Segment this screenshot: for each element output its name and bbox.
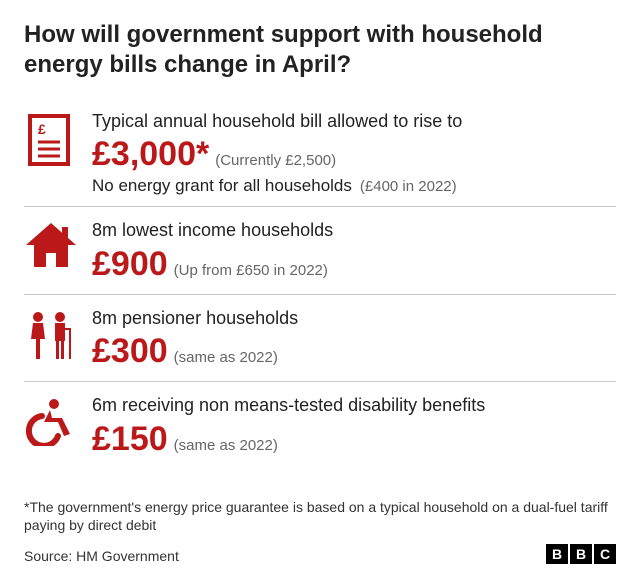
row-house: 8m lowest income households £900 (Up fro… [24,207,616,294]
row-amount: £3,000* [92,135,209,174]
row-paren: (same as 2022) [174,437,278,454]
wheelchair-icon [24,394,92,446]
footnote: *The government's energy price guarantee… [24,498,616,534]
row-desc: 8m lowest income households [92,219,616,242]
row-sub-paren: (£400 in 2022) [360,178,457,195]
svg-text:£: £ [38,121,46,137]
row-bill: £ Typical annual household bill allowed … [24,98,616,207]
bbc-logo-letter: C [594,544,616,564]
source-label: Source: HM Government [24,548,179,564]
bill-icon: £ [24,110,92,168]
row-paren: (Up from £650 in 2022) [174,262,328,279]
row-amount: £900 [92,245,168,284]
row-paren: (same as 2022) [174,349,278,366]
footer: Source: HM Government B B C [24,544,616,564]
bbc-logo-letter: B [570,544,592,564]
row-amount: £150 [92,420,168,459]
rows-container: £ Typical annual household bill allowed … [24,98,616,492]
row-desc: Typical annual household bill allowed to… [92,110,616,133]
row-sub-desc: No energy grant for all households [92,176,352,196]
row-pensioners: 8m pensioner households £300 (same as 20… [24,295,616,382]
row-amount: £300 [92,332,168,371]
row-wheelchair: 6m receiving non means-tested disability… [24,382,616,468]
row-desc: 6m receiving non means-tested disability… [92,394,616,417]
house-icon [24,219,92,269]
row-desc: 8m pensioner households [92,307,616,330]
row-paren: (Currently £2,500) [215,152,336,169]
bbc-logo: B B C [546,544,616,564]
pensioners-icon [24,307,92,363]
bbc-logo-letter: B [546,544,568,564]
headline: How will government support with househo… [24,20,616,80]
